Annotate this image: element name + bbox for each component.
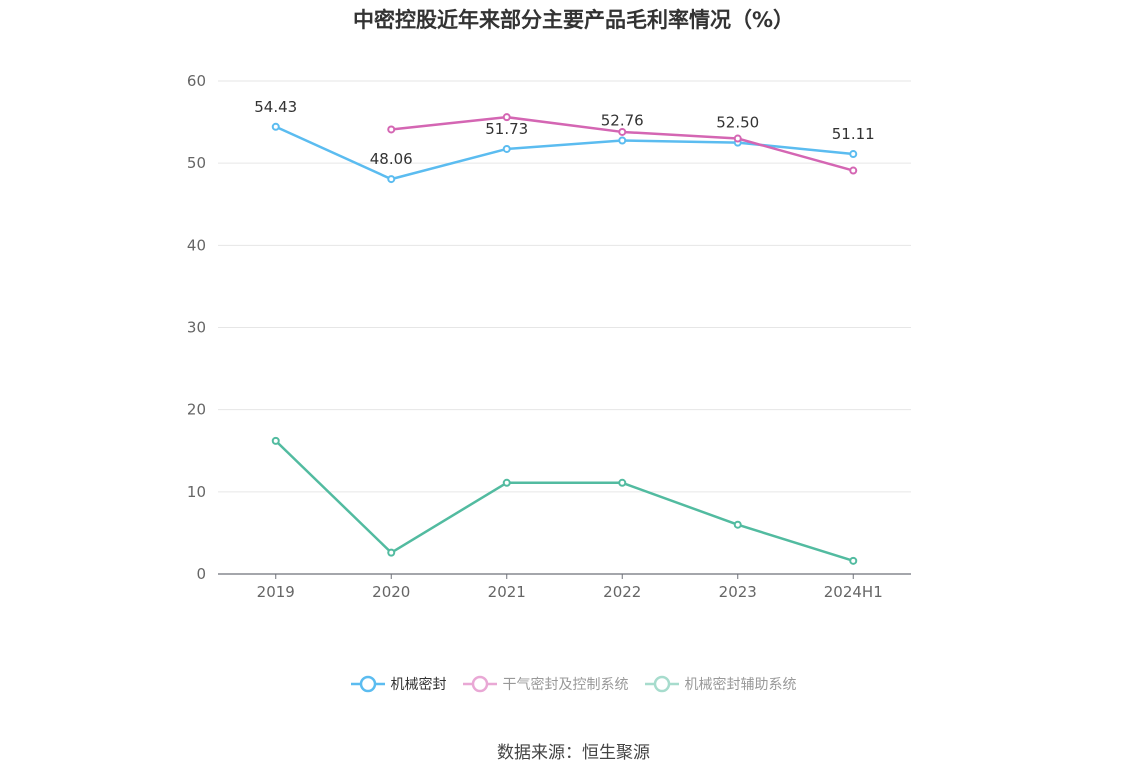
y-tick-label: 50 <box>187 154 206 172</box>
data-point <box>733 134 742 143</box>
data-point <box>502 144 511 153</box>
legend-item-mechanical-seal[interactable]: 机械密封 <box>350 673 447 695</box>
y-axis-ticks: 0 10 20 30 40 50 60 <box>187 72 206 583</box>
legend-item-dry-gas-seal[interactable]: 干气密封及控制系统 <box>462 673 629 695</box>
data-label: 52.76 <box>601 111 644 129</box>
data-point <box>502 113 511 122</box>
data-labels: 54.43 48.06 51.73 52.76 52.50 51.11 <box>254 98 874 168</box>
y-tick-label: 0 <box>196 565 206 583</box>
data-label: 52.50 <box>716 114 759 132</box>
data-point <box>618 127 627 136</box>
data-point <box>271 436 280 445</box>
y-tick-label: 30 <box>187 319 206 337</box>
data-point <box>502 478 511 487</box>
legend: 机械密封 干气密封及控制系统 机械密封辅助系统 <box>0 673 1147 695</box>
y-tick-label: 60 <box>187 72 206 90</box>
series-points <box>271 113 858 565</box>
legend-label: 干气密封及控制系统 <box>502 677 629 693</box>
legend-label: 机械密封 <box>390 677 447 693</box>
data-point <box>849 150 858 159</box>
data-label: 54.43 <box>254 98 297 116</box>
data-point <box>849 556 858 565</box>
data-point <box>271 122 280 131</box>
data-point <box>733 520 742 529</box>
data-label: 48.06 <box>370 150 413 168</box>
y-tick-label: 20 <box>187 401 206 419</box>
data-label: 51.73 <box>485 120 528 138</box>
data-point <box>618 478 627 487</box>
data-label: 51.11 <box>832 125 875 143</box>
x-tick-label: 2022 <box>603 583 641 601</box>
y-tick-label: 10 <box>187 483 206 501</box>
data-point <box>387 175 396 184</box>
grid-lines <box>218 80 911 493</box>
y-tick-label: 40 <box>187 236 206 254</box>
series-line <box>274 439 854 563</box>
x-tick-label: 2021 <box>488 583 526 601</box>
x-axis: 2019 2020 2021 2022 2023 2024H1 <box>218 573 911 601</box>
chart-title: 中密控股近年来部分主要产品毛利率情况（%） <box>352 8 795 32</box>
source-note: 数据来源：恒生聚源 <box>497 743 650 763</box>
legend-swatch-icon <box>644 675 679 693</box>
legend-item-auxiliary-system[interactable]: 机械密封辅助系统 <box>644 673 797 695</box>
x-tick-label: 2020 <box>372 583 410 601</box>
data-point <box>387 125 396 134</box>
legend-swatch-icon <box>462 675 497 693</box>
data-point <box>849 166 858 175</box>
legend-label: 机械密封辅助系统 <box>684 677 797 693</box>
series-line <box>275 125 854 181</box>
x-tick-label: 2023 <box>719 583 757 601</box>
x-tick-label: 2024H1 <box>824 583 883 601</box>
series-lines <box>274 115 854 563</box>
legend-swatch-icon <box>350 675 385 693</box>
data-point <box>618 136 627 145</box>
data-point <box>387 548 396 557</box>
x-tick-label: 2019 <box>257 583 295 601</box>
